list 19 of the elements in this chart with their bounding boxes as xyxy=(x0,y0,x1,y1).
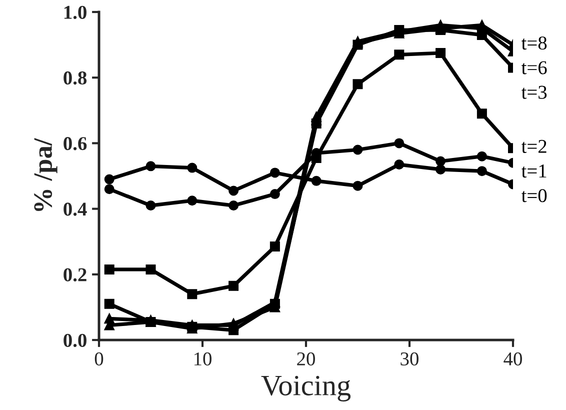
y-tick-label: 0.2 xyxy=(64,268,86,282)
y-tick-label: 0.0 xyxy=(64,334,86,348)
y-tick-label: 0.6 xyxy=(64,137,87,150)
y-tick-label: 1.0 xyxy=(64,6,86,20)
series-label: t=3 xyxy=(521,86,547,99)
x-tick-label: 40 xyxy=(504,352,522,366)
series-label: t=2 xyxy=(521,140,546,153)
y-axis-title: % /pa/ xyxy=(34,138,58,212)
series-label: t=1 xyxy=(521,164,546,178)
y-tick-label: 0.8 xyxy=(64,71,87,85)
x-tick-label: 0 xyxy=(94,352,104,366)
x-tick-label: 20 xyxy=(297,352,315,366)
y-tick-label: 0.4 xyxy=(64,202,87,216)
x-tick-label: 30 xyxy=(400,352,418,366)
series-label: t=8 xyxy=(521,36,547,50)
x-axis-title: Voicing xyxy=(261,376,351,402)
x-tick-label: 10 xyxy=(194,352,212,366)
series-label: t=0 xyxy=(521,189,547,202)
series-label: t=6 xyxy=(521,61,547,74)
